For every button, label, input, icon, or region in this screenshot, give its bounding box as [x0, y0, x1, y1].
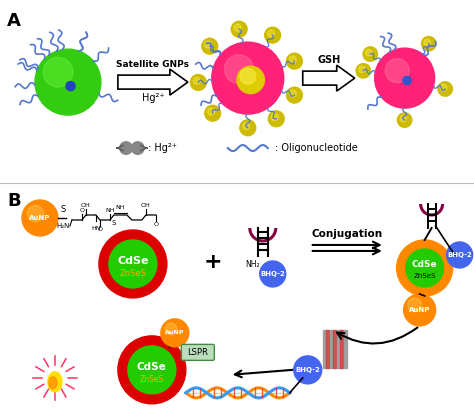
Circle shape: [286, 53, 302, 69]
Text: ZnSeS: ZnSeS: [413, 273, 436, 279]
Ellipse shape: [49, 377, 57, 389]
Circle shape: [99, 230, 167, 298]
Circle shape: [421, 37, 436, 51]
Circle shape: [267, 30, 274, 37]
Text: O: O: [80, 208, 84, 213]
Circle shape: [271, 114, 278, 121]
Text: S: S: [60, 205, 65, 214]
Text: H₂N: H₂N: [56, 223, 70, 229]
Polygon shape: [303, 65, 355, 91]
Text: GSH: GSH: [317, 55, 340, 65]
Text: BHQ-2: BHQ-2: [260, 271, 285, 277]
Circle shape: [447, 242, 473, 268]
Circle shape: [212, 42, 284, 114]
Text: CdSe: CdSe: [137, 362, 167, 372]
Text: Hg²⁺: Hg²⁺: [142, 93, 164, 103]
Circle shape: [240, 68, 255, 84]
Circle shape: [408, 298, 422, 312]
Circle shape: [286, 87, 302, 103]
Circle shape: [356, 64, 371, 78]
Circle shape: [365, 50, 372, 56]
Circle shape: [205, 41, 212, 48]
Text: ZnSeS: ZnSeS: [119, 270, 146, 278]
FancyBboxPatch shape: [182, 344, 214, 360]
Text: ZnSeS: ZnSeS: [140, 375, 164, 384]
Text: NH: NH: [105, 208, 115, 213]
Text: LSPR: LSPR: [187, 348, 208, 357]
Circle shape: [208, 108, 215, 115]
Circle shape: [193, 77, 201, 84]
Circle shape: [224, 55, 253, 84]
Text: NH₂: NH₂: [246, 260, 260, 269]
Circle shape: [440, 84, 447, 91]
Text: B: B: [7, 192, 20, 210]
Text: NH: NH: [115, 205, 125, 210]
Text: BHQ-2: BHQ-2: [447, 252, 472, 258]
Circle shape: [240, 120, 255, 136]
Text: CdSe: CdSe: [117, 256, 149, 266]
Circle shape: [66, 82, 75, 91]
Circle shape: [289, 56, 296, 63]
Text: S: S: [112, 220, 116, 226]
Circle shape: [398, 113, 412, 127]
Circle shape: [406, 249, 444, 287]
Circle shape: [403, 76, 411, 85]
Text: AuNP: AuNP: [165, 330, 184, 335]
Circle shape: [35, 49, 101, 115]
FancyBboxPatch shape: [128, 146, 136, 151]
Text: AuNP: AuNP: [409, 307, 430, 313]
Circle shape: [118, 336, 186, 404]
Circle shape: [231, 21, 247, 37]
Circle shape: [294, 356, 322, 384]
Ellipse shape: [48, 372, 62, 392]
Circle shape: [243, 123, 250, 130]
Text: A: A: [7, 12, 21, 30]
Circle shape: [363, 47, 377, 61]
Circle shape: [359, 66, 365, 73]
Text: Satellite GNPs: Satellite GNPs: [117, 60, 190, 69]
Circle shape: [289, 90, 296, 97]
Circle shape: [109, 240, 157, 288]
Text: OH: OH: [81, 203, 91, 208]
Circle shape: [400, 115, 406, 122]
Circle shape: [268, 111, 284, 127]
Text: O: O: [98, 227, 102, 232]
Circle shape: [397, 240, 453, 296]
Text: AuNP: AuNP: [29, 215, 51, 221]
Circle shape: [205, 105, 220, 121]
Circle shape: [424, 39, 430, 45]
Text: : Hg²⁺: : Hg²⁺: [148, 143, 177, 153]
Circle shape: [264, 27, 281, 43]
Text: : Oligonucleotide: : Oligonucleotide: [275, 143, 357, 153]
Text: OH: OH: [141, 203, 151, 208]
Circle shape: [120, 142, 132, 154]
Circle shape: [385, 59, 409, 83]
Text: +: +: [203, 252, 222, 272]
Circle shape: [374, 48, 435, 108]
Circle shape: [161, 319, 189, 347]
Circle shape: [234, 24, 241, 31]
Text: O: O: [154, 222, 158, 227]
Circle shape: [404, 294, 436, 326]
Text: Conjugation: Conjugation: [311, 229, 383, 239]
Text: BHQ-2: BHQ-2: [295, 367, 320, 373]
Circle shape: [237, 66, 264, 94]
Text: CdSe: CdSe: [412, 260, 438, 270]
Circle shape: [438, 82, 452, 96]
Circle shape: [128, 346, 176, 394]
Circle shape: [202, 38, 218, 54]
Circle shape: [22, 200, 58, 236]
Text: HN: HN: [91, 226, 100, 231]
Circle shape: [191, 74, 206, 90]
Polygon shape: [118, 69, 188, 95]
Circle shape: [260, 261, 286, 287]
Circle shape: [43, 57, 73, 87]
Circle shape: [165, 323, 177, 335]
Circle shape: [131, 142, 144, 154]
Circle shape: [27, 206, 44, 222]
